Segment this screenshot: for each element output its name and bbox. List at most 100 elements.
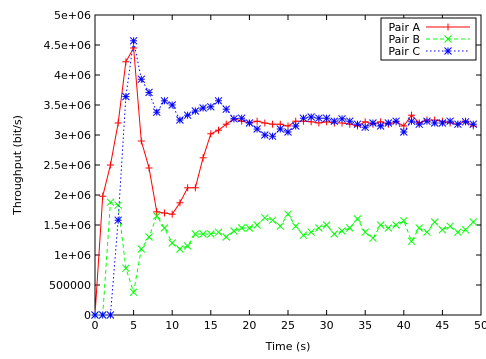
- data-point-pair-c-stroke: [152, 108, 161, 117]
- data-point-pair-c-stroke: [91, 311, 99, 319]
- data-point-pair-b: [260, 213, 269, 222]
- data-point-pair-c-stroke: [214, 96, 223, 105]
- data-point-pair-b-stroke: [384, 224, 393, 232]
- data-point-pair-b-stroke: [453, 228, 462, 237]
- data-point-pair-c: [260, 131, 269, 139]
- data-point-pair-c-stroke: [399, 128, 408, 136]
- data-point-pair-b-stroke: [330, 230, 339, 238]
- data-point-pair-a: [160, 209, 168, 217]
- y-tick-label: 0: [84, 309, 91, 322]
- data-point-pair-c-stroke: [307, 113, 316, 121]
- data-point-pair-b: [206, 230, 215, 238]
- data-point-pair-c: [399, 128, 408, 136]
- data-point-pair-c: [106, 311, 115, 319]
- data-point-pair-b-stroke: [299, 231, 308, 240]
- x-tick-label: 45: [435, 319, 449, 332]
- data-point-pair-c-stroke: [469, 120, 478, 129]
- data-point-pair-b: [461, 225, 470, 234]
- data-point-pair-b-stroke: [322, 221, 331, 229]
- data-point-pair-b-stroke: [129, 288, 138, 297]
- data-point-pair-b: [438, 225, 447, 234]
- data-point-pair-b: [106, 198, 115, 207]
- data-point-pair-c: [453, 120, 462, 129]
- legend-marker-pair-a: [444, 23, 452, 31]
- data-point-pair-b-stroke: [253, 221, 261, 229]
- data-point-pair-b: [230, 227, 238, 235]
- data-point-pair-c: [376, 122, 385, 130]
- data-point-pair-c-stroke: [461, 117, 470, 126]
- data-point-pair-b-stroke: [260, 213, 269, 222]
- data-point-pair-b-stroke: [160, 224, 169, 232]
- data-point-pair-c-stroke: [230, 114, 238, 123]
- data-point-pair-b-stroke: [245, 224, 254, 232]
- data-point-pair-b: [423, 228, 431, 237]
- data-point-pair-b-stroke: [392, 221, 400, 229]
- data-point-pair-a: [130, 44, 138, 52]
- data-point-pair-c-stroke: [291, 122, 300, 130]
- data-point-pair-c-stroke: [430, 119, 439, 127]
- data-point-pair-a: [269, 120, 277, 128]
- legend-label-pair-a: Pair A: [389, 21, 421, 34]
- data-point-pair-c: [276, 125, 285, 133]
- data-point-pair-b-stroke: [307, 228, 316, 237]
- series-layer: [91, 36, 478, 319]
- data-point-pair-c: [98, 311, 107, 319]
- data-point-pair-c: [214, 96, 223, 105]
- data-point-pair-b-stroke: [183, 242, 192, 250]
- y-tick-label: 1.5e+06: [44, 219, 91, 232]
- data-point-pair-c: [353, 120, 362, 129]
- data-point-pair-b-stroke: [114, 201, 123, 210]
- data-point-pair-b: [291, 222, 300, 231]
- data-point-pair-c: [315, 114, 323, 123]
- data-point-pair-a: [106, 161, 114, 169]
- series-pair-b: [91, 198, 478, 319]
- data-point-pair-a: [137, 137, 145, 145]
- data-point-pair-c: [122, 92, 130, 101]
- data-point-pair-b: [253, 221, 261, 229]
- data-point-pair-b: [137, 245, 146, 253]
- data-point-pair-a: [145, 164, 153, 172]
- data-point-pair-b-stroke: [206, 230, 215, 238]
- series-pair-a: [91, 44, 477, 319]
- y-tick-label: 1e+06: [54, 249, 91, 262]
- data-point-pair-b-stroke: [430, 218, 439, 226]
- data-point-pair-c: [91, 311, 99, 319]
- data-point-pair-c-stroke: [369, 119, 377, 127]
- data-point-pair-c: [284, 128, 292, 136]
- data-point-pair-c-stroke: [106, 311, 115, 319]
- data-point-pair-a: [207, 130, 215, 138]
- data-point-pair-b: [376, 221, 385, 229]
- data-point-pair-b: [407, 237, 416, 246]
- data-point-pair-c-stroke: [191, 107, 200, 115]
- data-point-pair-b: [191, 230, 200, 238]
- series-line-pair-c: [95, 40, 474, 316]
- data-point-pair-b: [176, 245, 184, 253]
- data-point-pair-b: [114, 201, 123, 210]
- data-point-pair-c-stroke: [245, 119, 254, 127]
- x-axis-title: Time (s): [265, 340, 311, 353]
- x-tick-label: 35: [358, 319, 372, 332]
- data-point-pair-a: [191, 184, 199, 192]
- data-point-pair-b-stroke: [137, 245, 146, 253]
- data-point-pair-c: [322, 114, 331, 123]
- legend-marker-pair-b: [444, 35, 452, 43]
- data-point-pair-c: [369, 119, 377, 127]
- data-point-pair-c-stroke: [423, 117, 431, 126]
- data-point-pair-c-stroke: [114, 216, 123, 225]
- data-point-pair-b: [430, 218, 439, 226]
- data-point-pair-b: [160, 224, 169, 232]
- data-point-pair-c: [129, 36, 138, 45]
- x-tick-label: 50: [474, 319, 486, 332]
- data-point-pair-c-stroke: [438, 119, 447, 127]
- data-point-pair-c-stroke: [222, 105, 231, 114]
- data-point-pair-c-stroke: [145, 88, 153, 97]
- data-point-pair-b-stroke: [176, 245, 184, 253]
- data-point-pair-b-stroke: [376, 221, 385, 229]
- data-point-pair-c-stroke: [353, 120, 362, 129]
- data-point-pair-c: [330, 117, 339, 126]
- data-point-pair-b: [122, 264, 130, 273]
- data-point-pair-a: [114, 119, 122, 127]
- data-point-pair-b-stroke: [106, 198, 115, 207]
- data-point-pair-a: [176, 199, 184, 207]
